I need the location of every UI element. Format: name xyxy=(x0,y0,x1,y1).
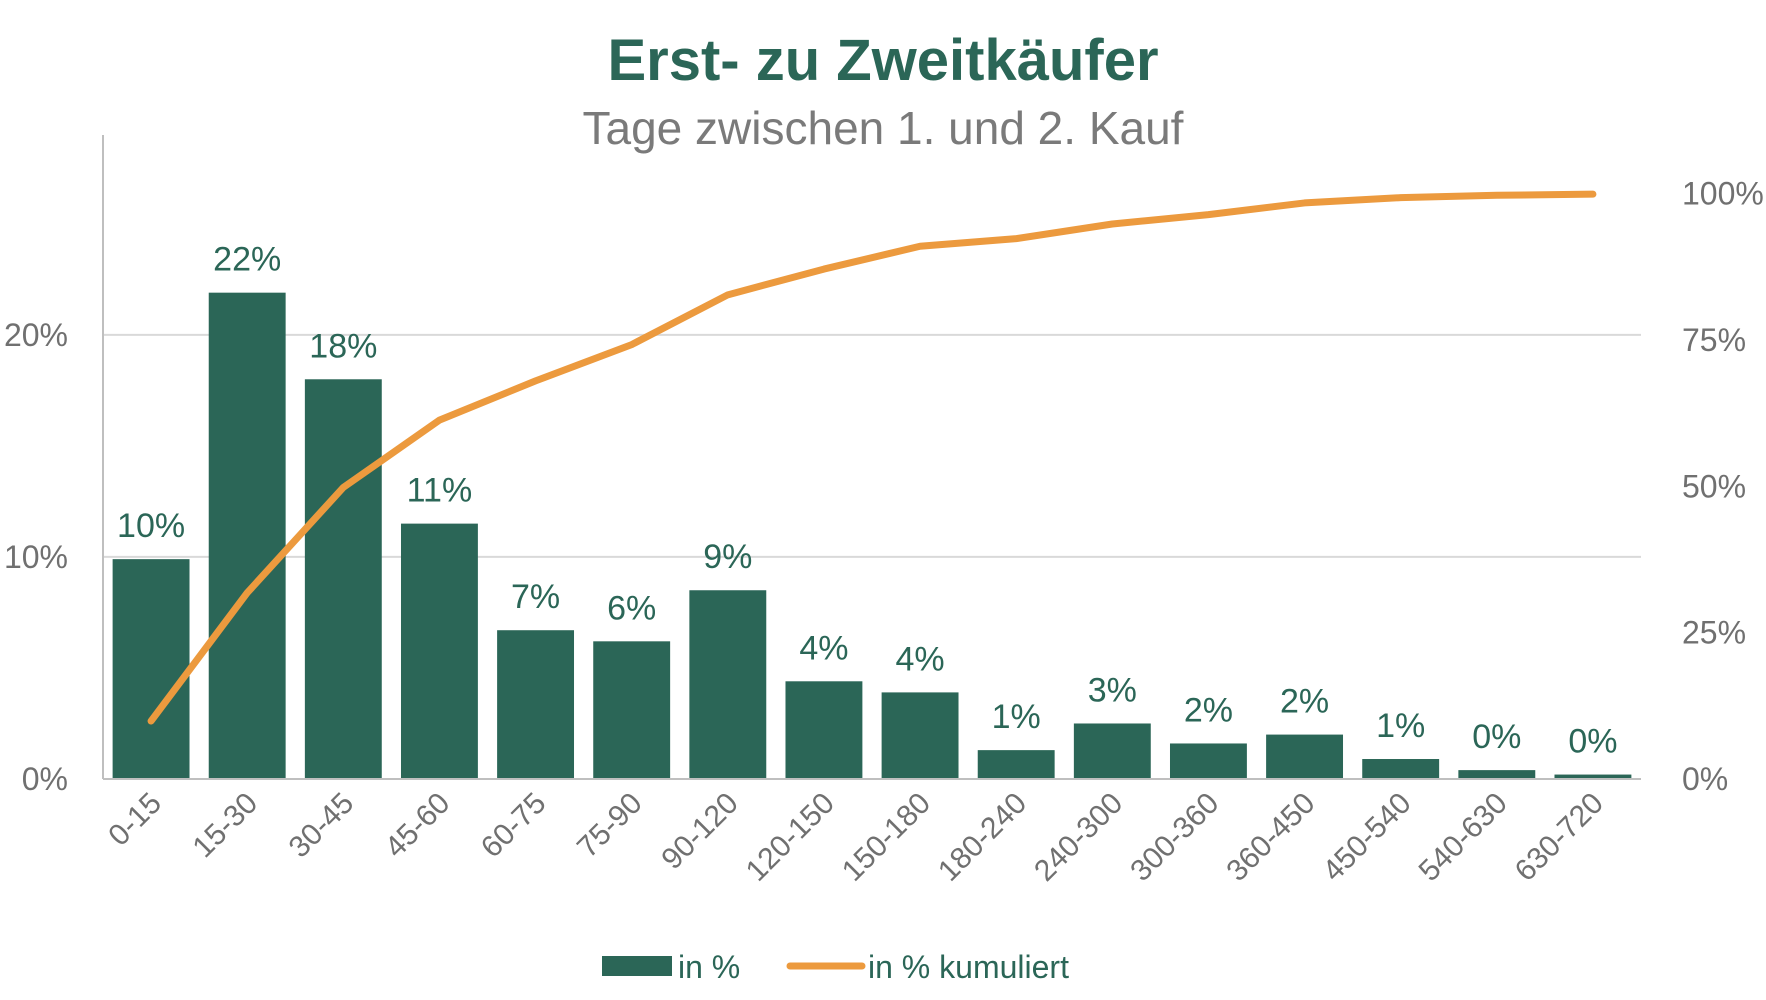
legend-label-line: in % kumuliert xyxy=(868,949,1069,985)
bar-data-label: 4% xyxy=(895,640,944,678)
x-tick-label: 0-15 xyxy=(102,787,168,853)
bar-series xyxy=(112,292,1632,779)
legend-label-bar: in % xyxy=(678,949,740,985)
bar-data-label: 1% xyxy=(992,698,1041,736)
bar xyxy=(304,379,382,779)
bar xyxy=(881,692,959,779)
legend: in % in % kumuliert xyxy=(602,949,1069,985)
y-left-tick-label: 10% xyxy=(4,539,68,575)
bar xyxy=(977,750,1055,779)
bar-data-label: 2% xyxy=(1184,691,1233,729)
y-right-tick-label: 25% xyxy=(1682,615,1746,651)
bar xyxy=(785,681,863,779)
x-tick-label: 45-60 xyxy=(379,787,457,865)
bar xyxy=(400,523,478,779)
x-tick-label: 300-360 xyxy=(1124,787,1225,888)
y-right-tick-label: 100% xyxy=(1682,176,1764,212)
chart-subtitle: Tage zwischen 1. und 2. Kauf xyxy=(583,102,1184,154)
bar xyxy=(689,590,767,779)
x-tick-label: 240-300 xyxy=(1028,787,1129,888)
bar xyxy=(1266,734,1344,779)
x-tick-label: 60-75 xyxy=(475,787,553,865)
bar xyxy=(593,641,671,779)
cumulative-line xyxy=(147,190,1597,725)
x-tick-label: 150-180 xyxy=(836,787,937,888)
bar xyxy=(112,559,190,779)
bar xyxy=(1362,759,1440,779)
bar-data-label: 7% xyxy=(511,578,560,616)
y-left-tick-label: 20% xyxy=(4,317,68,353)
bar-data-label: 3% xyxy=(1088,671,1137,709)
bar xyxy=(208,292,286,779)
bar-data-label: 1% xyxy=(1376,707,1425,745)
x-tick-label: 540-630 xyxy=(1413,787,1514,888)
y-right-tick-label: 0% xyxy=(1682,761,1728,797)
x-tick-label: 630-720 xyxy=(1509,787,1610,888)
bar xyxy=(1169,743,1247,779)
x-tick-label: 90-120 xyxy=(655,787,744,876)
x-tick-label: 180-240 xyxy=(932,787,1033,888)
bar-data-label: 6% xyxy=(607,589,656,627)
bar-data-label: 2% xyxy=(1280,683,1329,721)
bar-data-label: 22% xyxy=(213,241,281,279)
chart-title: Erst- zu Zweitkäufer xyxy=(607,28,1158,93)
legend-swatch-bar xyxy=(602,956,672,976)
x-tick-label: 450-540 xyxy=(1316,787,1417,888)
x-tick-label: 15-30 xyxy=(187,787,265,865)
bar-data-label: 10% xyxy=(117,507,185,545)
bar-data-label: 11% xyxy=(407,472,473,510)
bar-data-label: 9% xyxy=(703,538,752,576)
y-right-tick-label: 75% xyxy=(1682,322,1746,358)
line-series xyxy=(147,190,1597,725)
data-labels: 10% 22% 18% 11% 7% 6% 9% 4% 4% 1% 3% 2% 2% 1% 0% 0% xyxy=(117,241,1617,761)
x-tick-label: 120-150 xyxy=(740,787,841,888)
y-right-tick-label: 50% xyxy=(1682,468,1746,504)
y-left-tick-label: 0% xyxy=(22,761,68,797)
x-tick-label: 360-450 xyxy=(1220,787,1321,888)
bar-data-label: 0% xyxy=(1568,723,1617,761)
bar xyxy=(1554,774,1632,779)
bar-data-label: 0% xyxy=(1472,718,1521,756)
x-tick-label: 75-90 xyxy=(571,787,649,865)
bar xyxy=(1458,770,1536,779)
bar-data-label: 4% xyxy=(799,629,848,667)
bar-data-label: 18% xyxy=(309,327,377,365)
bar xyxy=(497,630,575,779)
bar xyxy=(1073,723,1151,779)
x-tick-label: 30-45 xyxy=(283,787,361,865)
